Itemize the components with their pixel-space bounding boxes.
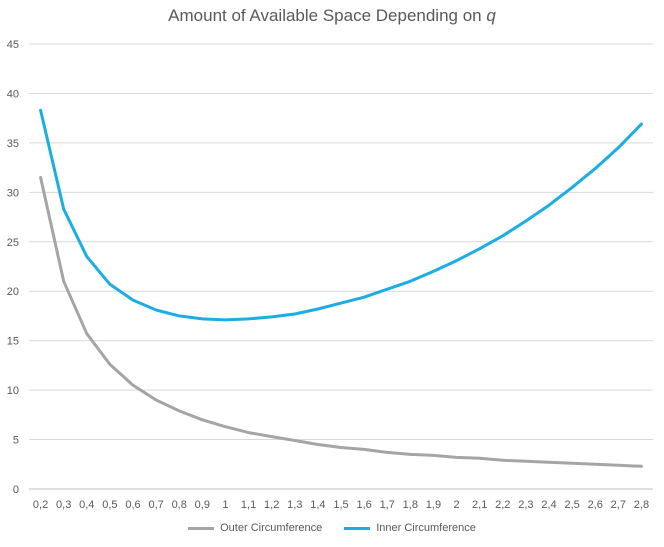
y-tick-label: 0 bbox=[13, 484, 19, 496]
x-tick-label: 2,6 bbox=[588, 499, 603, 511]
y-tick-label: 20 bbox=[7, 286, 19, 298]
x-tick-label: 0,4 bbox=[79, 499, 94, 511]
x-tick-label: 1,3 bbox=[287, 499, 302, 511]
x-tick-label: 2,7 bbox=[611, 499, 626, 511]
x-tick-label: 1,8 bbox=[403, 499, 418, 511]
legend-swatch-outer bbox=[188, 526, 215, 530]
y-tick-label: 15 bbox=[7, 336, 19, 348]
x-tick-label: 1,1 bbox=[241, 499, 256, 511]
x-tick-label: 1 bbox=[222, 499, 228, 511]
legend: Outer Circumference Inner Circumference bbox=[0, 522, 664, 534]
x-tick-label: 2,5 bbox=[564, 499, 579, 511]
x-tick-label: 1,6 bbox=[356, 499, 371, 511]
x-tick-label: 0,3 bbox=[56, 499, 71, 511]
x-tick-label: 2,4 bbox=[541, 499, 556, 511]
x-tick-label: 2,8 bbox=[634, 499, 649, 511]
x-tick-label: 2,3 bbox=[518, 499, 533, 511]
legend-swatch-inner bbox=[344, 526, 371, 530]
legend-item-inner: Inner Circumference bbox=[344, 522, 476, 534]
chart-title-text: Amount of Available Space Depending on bbox=[168, 6, 487, 25]
chart-title: Amount of Available Space Depending on q bbox=[0, 6, 664, 26]
x-tick-label: 1,9 bbox=[426, 499, 441, 511]
y-tick-label: 30 bbox=[7, 187, 19, 199]
y-tick-label: 40 bbox=[7, 88, 19, 100]
legend-label-inner: Inner Circumference bbox=[376, 522, 476, 534]
legend-item-outer: Outer Circumference bbox=[188, 522, 322, 534]
x-tick-label: 2,2 bbox=[495, 499, 510, 511]
series-lines bbox=[39, 108, 643, 468]
gridlines bbox=[29, 43, 653, 490]
x-tick-label: 0,2 bbox=[33, 499, 48, 511]
chart-title-variable: q bbox=[486, 6, 496, 25]
x-tick-label: 2 bbox=[453, 499, 459, 511]
y-tick-label: 5 bbox=[13, 435, 19, 447]
x-tick-label: 2,1 bbox=[472, 499, 487, 511]
x-tick-label: 1,7 bbox=[380, 499, 395, 511]
x-tick-label: 0,7 bbox=[148, 499, 163, 511]
x-tick-label: 1,5 bbox=[333, 499, 348, 511]
x-tick-label: 0,5 bbox=[102, 499, 117, 511]
series-line-inner bbox=[39, 108, 643, 322]
x-axis-ticks: 0,2 0,3 0,4 0,5 0,6 0,7 0,8 0,9 1 1,1 1,2 1,3 1,4 1,5… bbox=[33, 499, 649, 511]
y-tick-label: 25 bbox=[7, 237, 19, 249]
x-tick-label: 1,2 bbox=[264, 499, 279, 511]
x-tick-label: 0,8 bbox=[172, 499, 187, 511]
y-tick-label: 10 bbox=[7, 385, 19, 397]
x-tick-label: 0,9 bbox=[195, 499, 210, 511]
x-tick-label: 1,4 bbox=[310, 499, 325, 511]
y-tick-label: 35 bbox=[7, 138, 19, 150]
series-line-outer bbox=[39, 176, 643, 468]
legend-label-outer: Outer Circumference bbox=[220, 522, 323, 534]
y-axis-ticks: 0 5 10 15 20 25 30 35 40 45 bbox=[7, 39, 19, 496]
x-tick-label: 0,6 bbox=[125, 499, 140, 511]
y-tick-label: 45 bbox=[7, 39, 19, 51]
